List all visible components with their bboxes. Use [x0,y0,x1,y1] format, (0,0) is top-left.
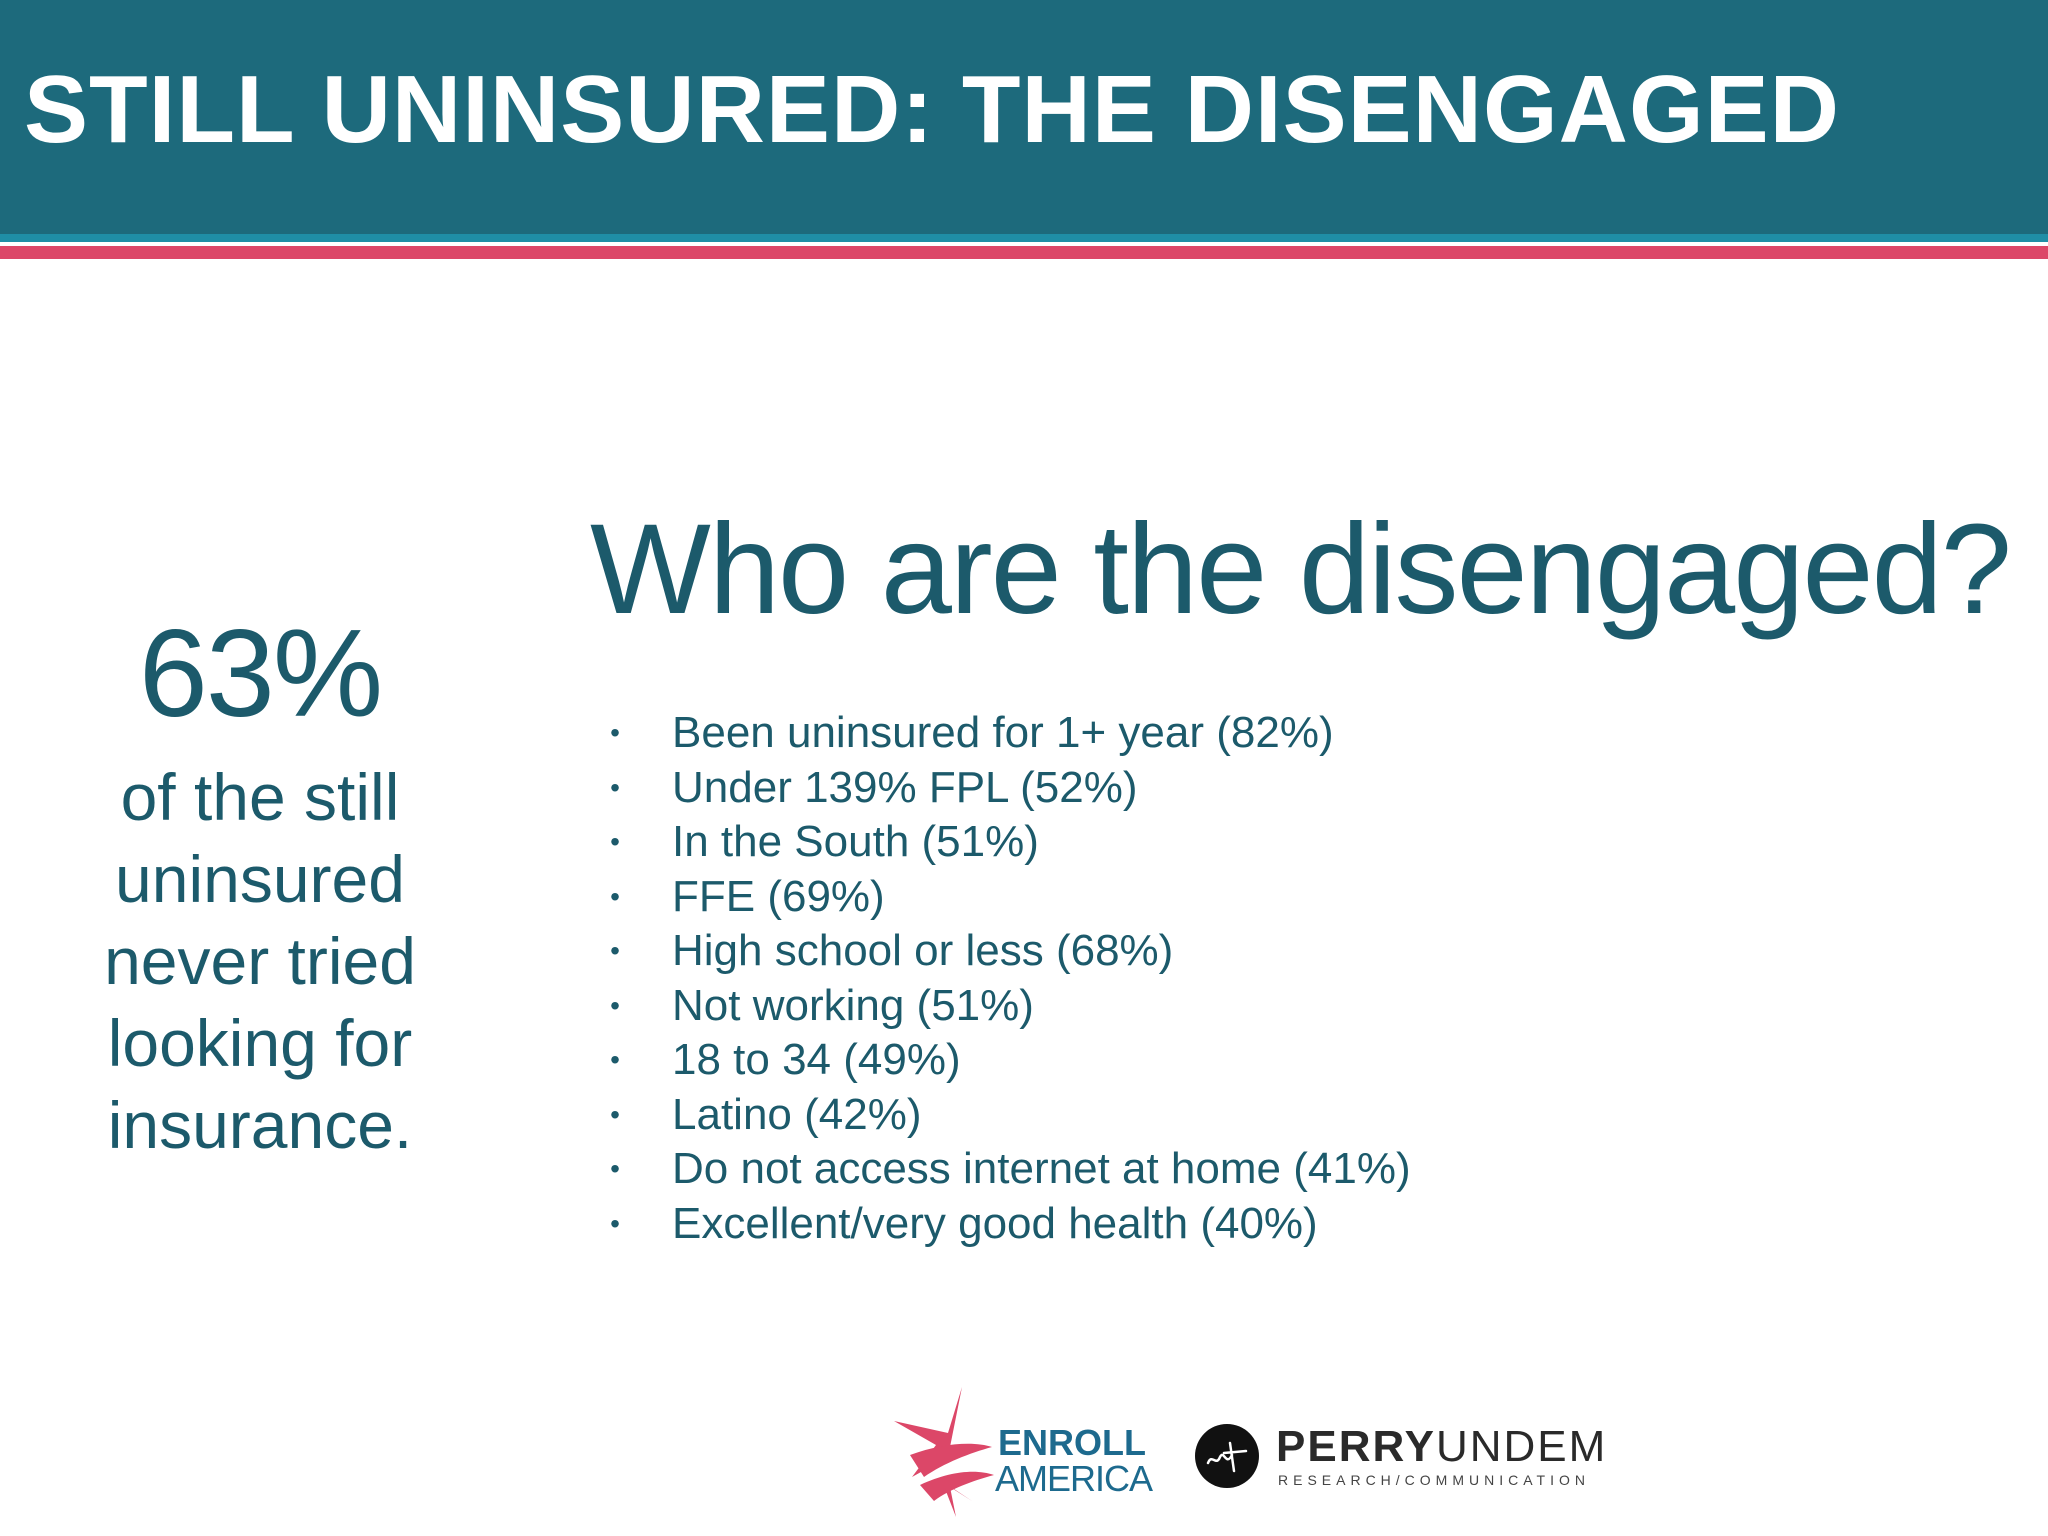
bullet-icon: • [610,1044,620,1075]
list-item-text: Latino (42%) [672,1089,922,1139]
list-item-text: High school or less (68%) [672,926,1174,975]
list-item-text: Excellent/very good health (40%) [672,1198,1318,1248]
america-wordmark: AMERICA [995,1458,1153,1499]
accent-stripe-teal [0,234,2048,242]
bullet-icon: • [610,989,620,1021]
bullet-icon: • [610,771,620,803]
list-item-text: Under 139% FPL (52%) [672,762,1138,812]
list-item-text: FFE (69%) [672,871,885,921]
bullet-icon: • [610,880,620,912]
stat-line: never tried [104,924,416,998]
bullet-icon: • [610,1207,620,1239]
stat-description: of the still uninsured never tried looki… [60,756,460,1166]
enroll-america-logo: ENROLL AMERICA [890,1385,1160,1520]
list-item-text: Been uninsured for 1+ year (82%) [672,708,1334,757]
bullet-icon: • [610,826,620,857]
bullet-icon: • [610,717,620,748]
stat-line: uninsured [115,842,405,916]
list-item-text: In the South (51%) [672,817,1039,866]
accent-stripe-gap [0,242,2048,246]
title-banner: STILL UNINSURED: THE DISENGAGED [0,0,2048,234]
perry-undem-logo: PERRYUNDEM RESEARCH/COMMUNICATION [1194,1423,1644,1491]
slide-title: STILL UNINSURED: THE DISENGAGED [24,56,1840,163]
bullet-icon: • [610,935,620,966]
stat-number: 63% [138,605,383,743]
perry-undem-tagline: RESEARCH/COMMUNICATION [1278,1472,1590,1488]
list-item-text: 18 to 34 (49%) [672,1035,961,1084]
signature-circle-icon [1195,1424,1259,1488]
enroll-wordmark: ENROLL [998,1422,1146,1463]
perry-undem-wordmark: PERRYUNDEM [1276,1422,1608,1471]
stat-line: of the still [120,760,400,834]
stat-line: insurance. [107,1088,413,1162]
bullet-icon: • [610,1153,620,1184]
bullet-icon: • [610,1098,620,1130]
star-swoosh-icon [894,1387,994,1517]
list-item-text: Not working (51%) [672,980,1034,1030]
stat-callout: 63% of the still uninsured never tried l… [60,612,460,1166]
list-item-text: Do not access internet at home (41%) [672,1144,1411,1193]
stat-line: looking for [107,1006,413,1080]
section-heading: Who are the disengaged? [590,498,2012,641]
accent-stripe-red [0,246,2048,259]
